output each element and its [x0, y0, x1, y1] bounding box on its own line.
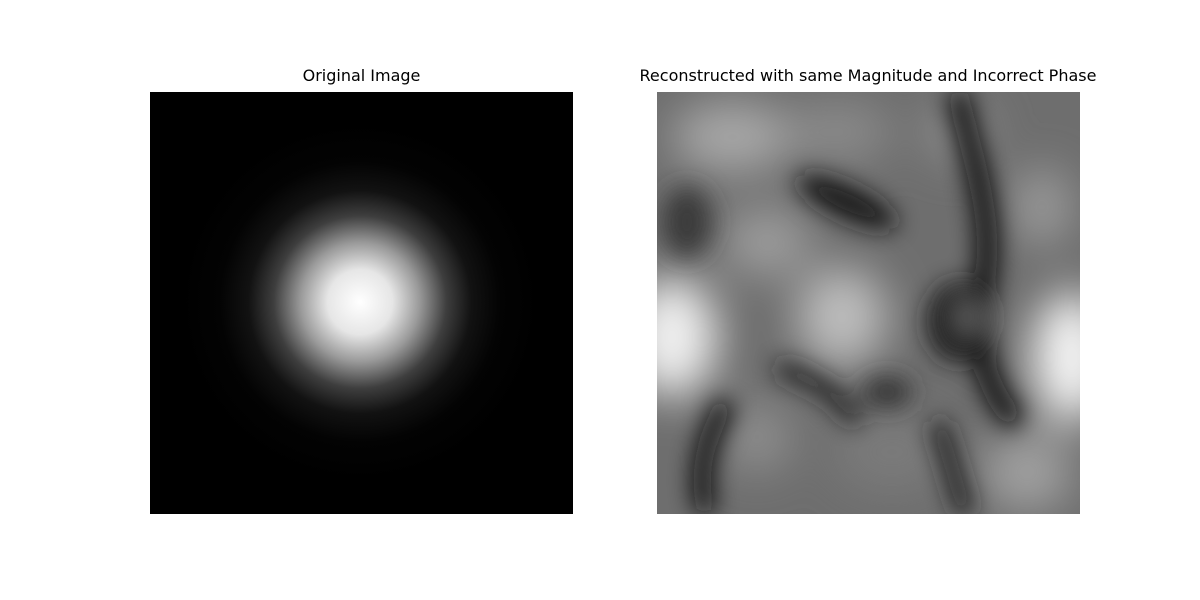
phase-scrambled-image	[657, 92, 1080, 514]
reconstructed-image-title: Reconstructed with same Magnitude and In…	[639, 66, 1097, 85]
original-image-panel	[150, 92, 573, 514]
reconstructed-image-panel	[657, 92, 1080, 514]
original-image-title: Original Image	[302, 66, 421, 85]
gaussian-blob-image	[150, 92, 573, 514]
